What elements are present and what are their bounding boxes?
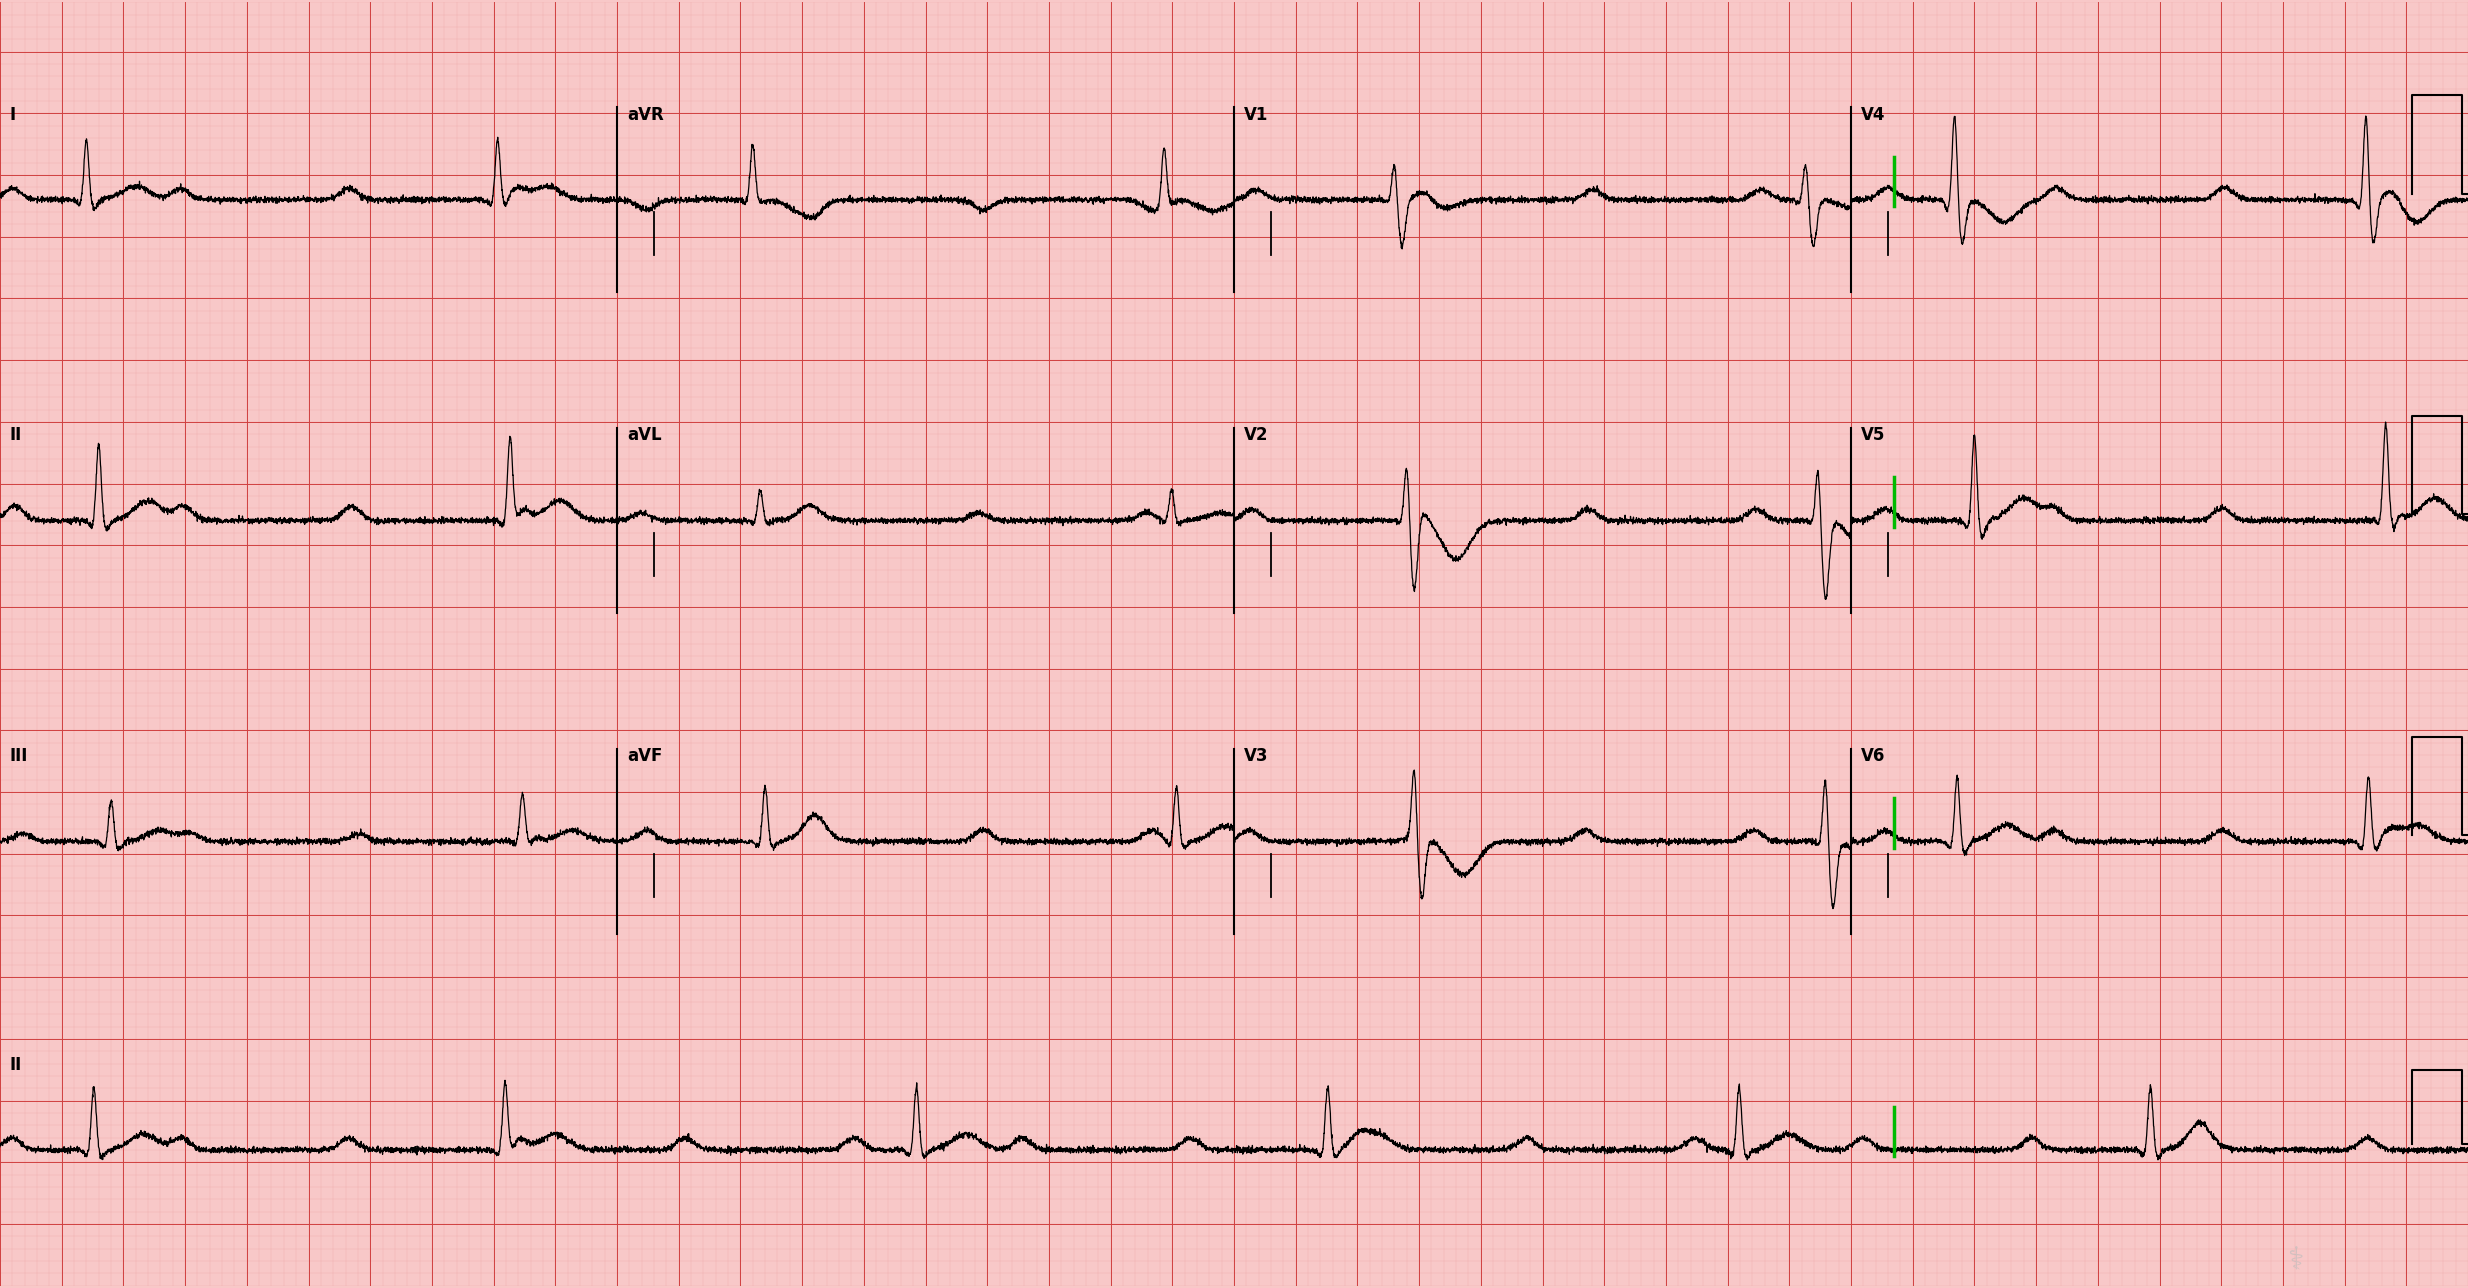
Text: V5: V5 [1861, 426, 1886, 444]
Text: V3: V3 [1244, 747, 1269, 765]
Text: II: II [10, 426, 22, 444]
Text: I: I [10, 106, 15, 124]
Text: V1: V1 [1244, 106, 1269, 124]
Text: aVL: aVL [627, 426, 661, 444]
Text: II: II [10, 1056, 22, 1074]
Text: V6: V6 [1861, 747, 1886, 765]
Text: ⚕: ⚕ [2288, 1247, 2303, 1275]
Text: aVR: aVR [627, 106, 664, 124]
Text: aVF: aVF [627, 747, 661, 765]
Text: V2: V2 [1244, 426, 1269, 444]
Text: III: III [10, 747, 27, 765]
Text: V4: V4 [1861, 106, 1886, 124]
